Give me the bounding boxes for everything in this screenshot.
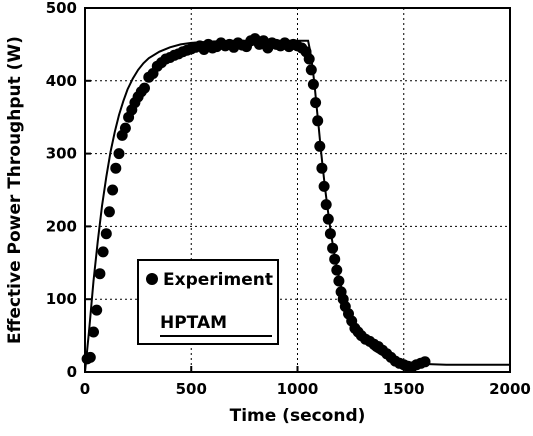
y-tick-label: 400 xyxy=(46,72,77,90)
series-layer xyxy=(81,33,510,373)
y-tick-label: 300 xyxy=(46,145,77,163)
data-point-experiment xyxy=(119,122,131,134)
legend-label-experiment: Experiment xyxy=(163,270,273,290)
data-point-experiment xyxy=(419,356,431,368)
data-point-experiment xyxy=(305,64,317,76)
data-point-experiment xyxy=(303,53,315,65)
data-point-experiment xyxy=(110,162,122,174)
data-point-experiment xyxy=(91,304,103,316)
data-point-experiment xyxy=(97,246,109,258)
data-point-experiment xyxy=(307,78,319,90)
data-point-experiment xyxy=(113,148,125,160)
y-tick-label: 500 xyxy=(46,0,77,17)
y-axis-label: Effective Power Throughput (W) xyxy=(5,36,25,344)
x-tick-label: 1500 xyxy=(383,380,425,398)
x-tick-label: 0 xyxy=(80,380,90,398)
data-point-experiment xyxy=(94,268,106,280)
y-tick-label: 100 xyxy=(46,290,77,308)
axis-ticks: 0 500 1000 1500 2000 0 100 200 300 400 500 xyxy=(46,0,531,398)
data-point-experiment xyxy=(139,82,150,94)
legend: Experiment HPTAM xyxy=(137,259,279,345)
legend-box xyxy=(137,259,279,345)
y-tick-label: 0 xyxy=(67,363,77,381)
legend-marker-experiment xyxy=(146,273,158,285)
x-tick-label: 500 xyxy=(176,380,207,398)
x-tick-label: 1000 xyxy=(277,380,319,398)
series-line-hptam xyxy=(84,39,510,373)
data-point-experiment xyxy=(88,326,99,338)
data-point-experiment xyxy=(103,206,115,218)
data-point-experiment xyxy=(100,228,112,240)
legend-label-hptam: HPTAM xyxy=(160,313,227,333)
x-axis-label: Time (second) xyxy=(230,406,366,426)
x-tick-label: 2000 xyxy=(489,380,531,398)
y-tick-label: 200 xyxy=(46,217,77,235)
data-point-experiment xyxy=(107,184,119,196)
